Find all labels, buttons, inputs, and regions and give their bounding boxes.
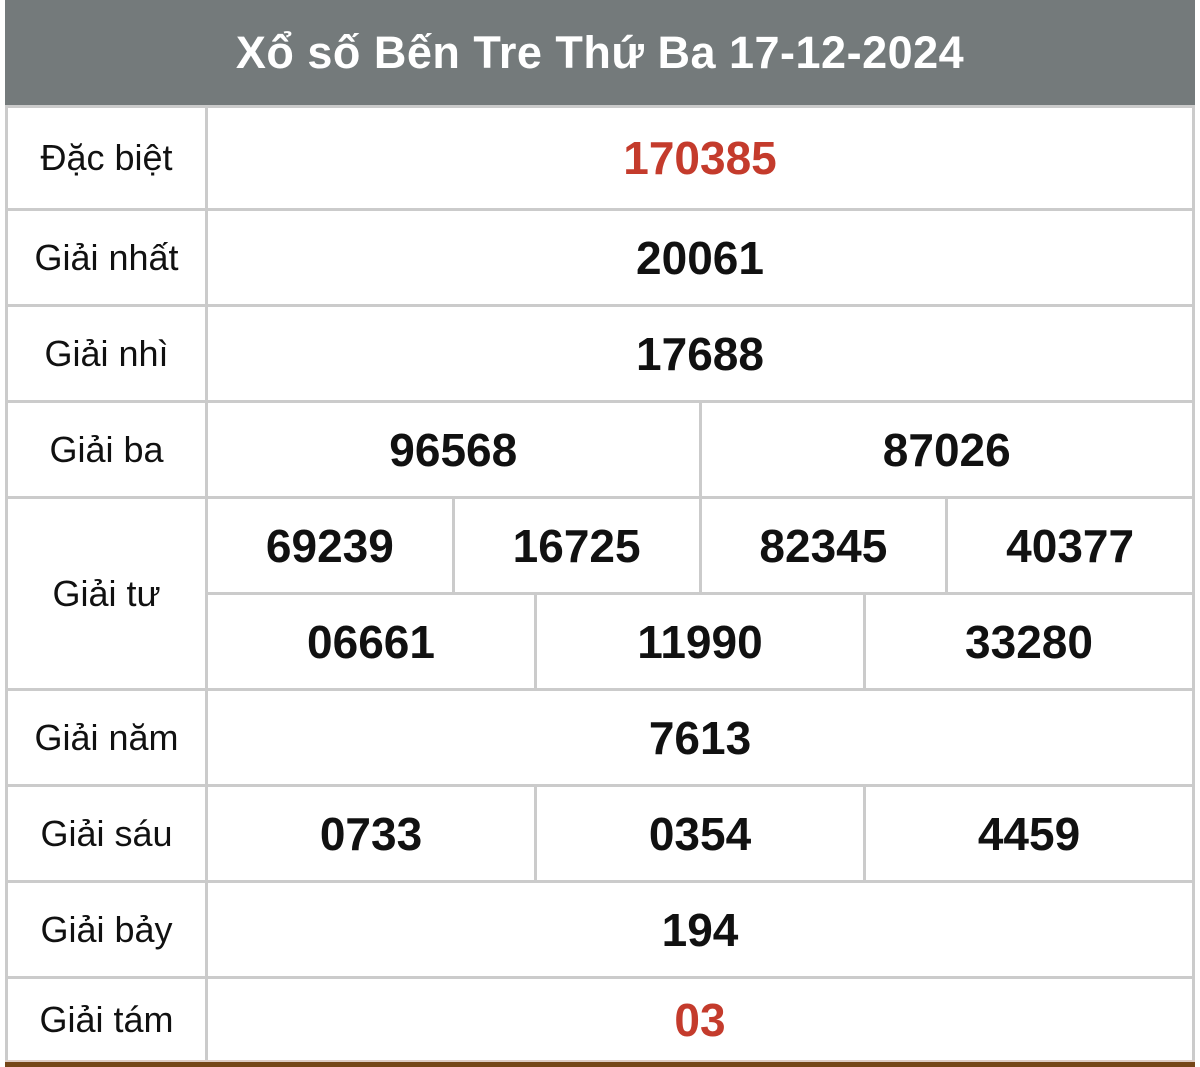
table-header: Xổ số Bến Tre Thứ Ba 17-12-2024 <box>5 0 1195 105</box>
prize-values-giai-tu: 69239 16725 82345 40377 06661 11990 3328… <box>208 499 1192 688</box>
prize-values-giai-tu-row-2: 06661 11990 33280 <box>208 595 1192 688</box>
prize-label-giai-tam: Giải tám <box>8 979 205 1060</box>
prize-value: 4459 <box>866 787 1192 880</box>
prize-label-giai-tu: Giải tư <box>8 499 205 688</box>
prize-value: 0354 <box>537 787 863 880</box>
prize-values-giai-sau: 0733 0354 4459 <box>208 787 1192 880</box>
prize-value-giai-nhi: 17688 <box>208 307 1192 400</box>
prize-values-giai-tu-row-1: 69239 16725 82345 40377 <box>208 499 1192 592</box>
prize-value: 33280 <box>866 595 1192 688</box>
prize-value: 96568 <box>208 403 699 496</box>
prize-value-giai-bay: 194 <box>208 883 1192 976</box>
results-grid: Đặc biệt 170385 Giải nhất 20061 Giải nhì… <box>5 105 1195 1060</box>
prize-label-giai-nhat: Giải nhất <box>8 211 205 304</box>
prize-label-giai-sau: Giải sáu <box>8 787 205 880</box>
prize-value: 0733 <box>208 787 534 880</box>
prize-value: 87026 <box>701 403 1192 496</box>
prize-value: 16725 <box>454 499 699 592</box>
prize-value: 40377 <box>948 499 1192 592</box>
prize-label-giai-bay: Giải bảy <box>8 883 205 976</box>
prize-label-giai-nam: Giải năm <box>8 691 205 784</box>
prize-value: 11990 <box>537 595 863 688</box>
prize-value: 82345 <box>701 499 946 592</box>
results-table: Xổ số Bến Tre Thứ Ba 17-12-2024 Đặc biệt… <box>5 0 1195 1067</box>
prize-value: 69239 <box>208 499 452 592</box>
prize-value-dac-biet: 170385 <box>208 108 1192 208</box>
prize-label-giai-ba: Giải ba <box>8 403 205 496</box>
prize-values-giai-ba: 96568 87026 <box>208 403 1192 496</box>
prize-label-dac-biet: Đặc biệt <box>8 108 205 208</box>
prize-value-giai-nhat: 20061 <box>208 211 1192 304</box>
page-title: Xổ số Bến Tre Thứ Ba 17-12-2024 <box>235 26 965 78</box>
prize-value-giai-nam: 7613 <box>208 691 1192 784</box>
prize-value-giai-tam: 03 <box>208 979 1192 1060</box>
bottom-accent-line <box>5 1060 1195 1062</box>
bottom-border-bar <box>5 1062 1195 1067</box>
prize-value: 06661 <box>208 595 534 688</box>
prize-label-giai-nhi: Giải nhì <box>8 307 205 400</box>
